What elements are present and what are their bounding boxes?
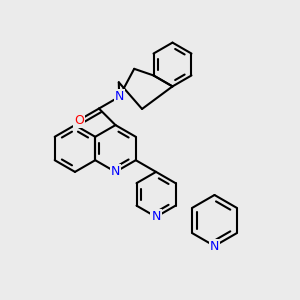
Text: N: N	[151, 210, 161, 224]
Text: N: N	[210, 239, 219, 253]
Text: O: O	[74, 114, 84, 127]
Text: N: N	[115, 90, 124, 104]
Text: N: N	[111, 165, 120, 178]
